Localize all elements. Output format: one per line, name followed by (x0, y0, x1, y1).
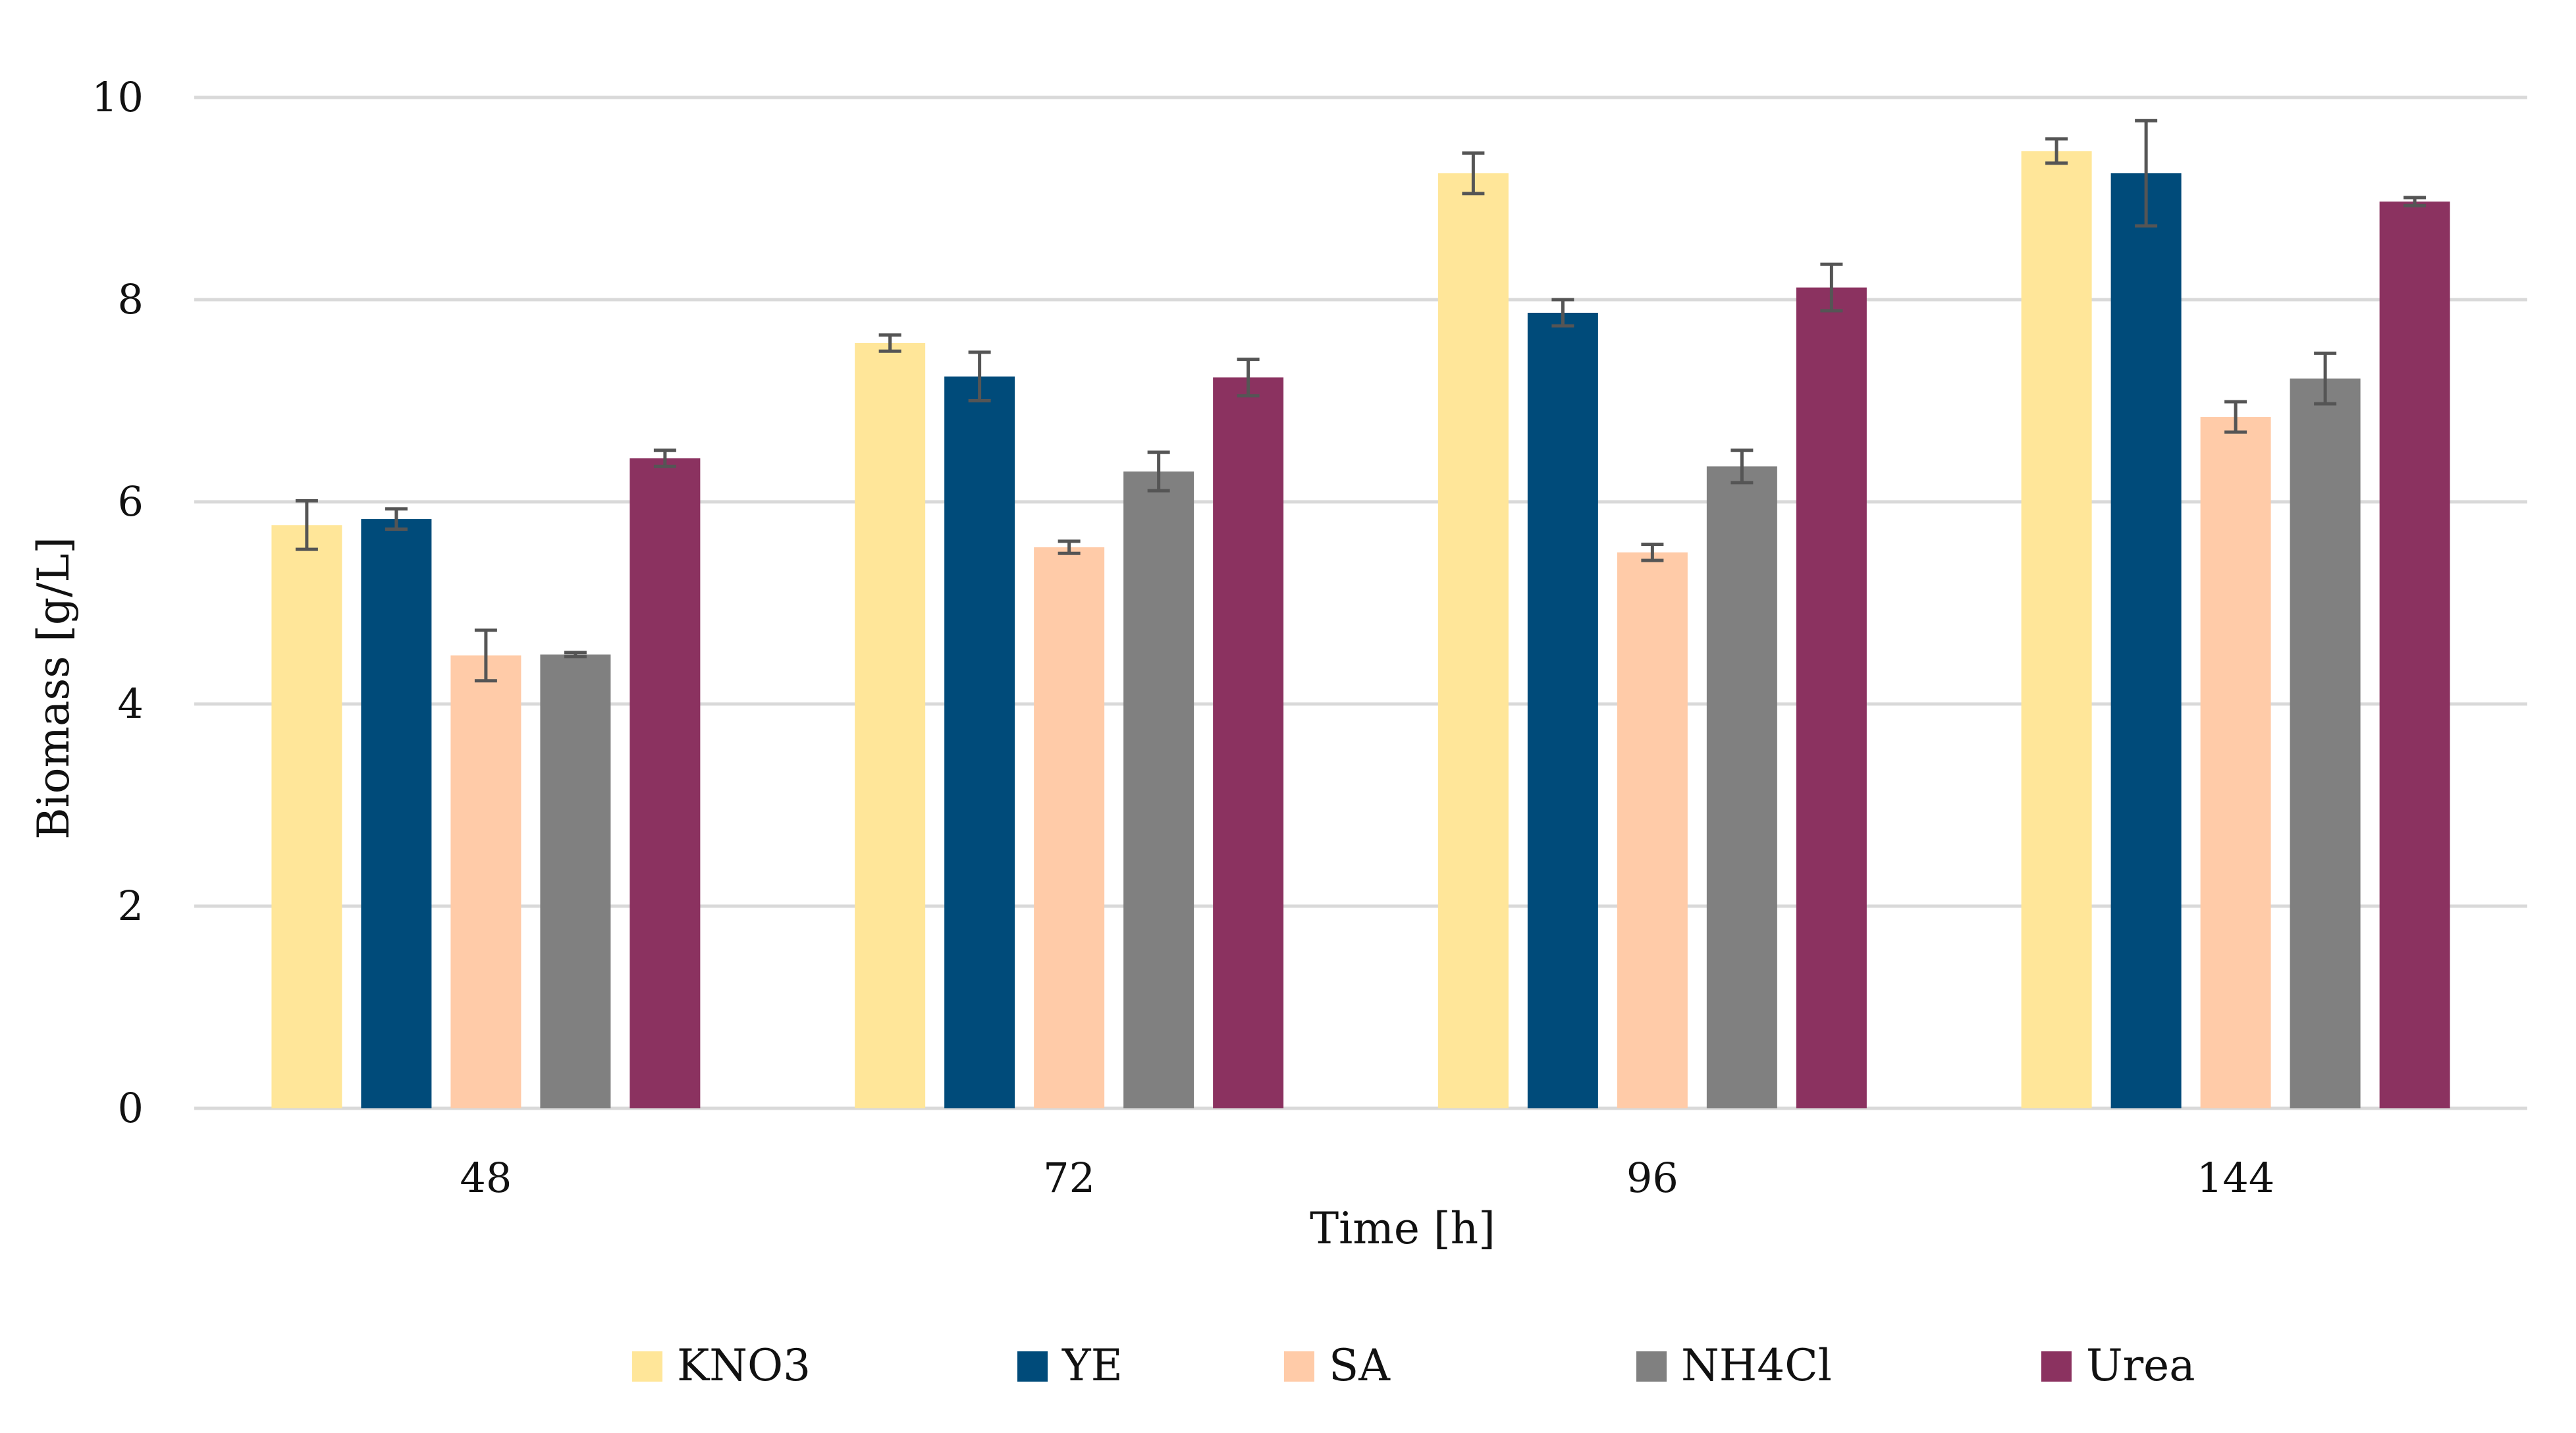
legend: KNO3 YE SA NH4Cl Urea (632, 1340, 2195, 1391)
legend-item-kno3: KNO3 (632, 1340, 811, 1391)
bar-kno3-144 (2021, 151, 2092, 1109)
legend-label: Urea (2086, 1340, 2195, 1391)
x-tick-labels: 48 72 96 144 (460, 1154, 2274, 1202)
y-tick-label: 2 (118, 882, 144, 930)
error-bar-urea-72 (1237, 358, 1260, 398)
legend-swatch (632, 1351, 662, 1382)
bars (271, 151, 2450, 1109)
x-axis-title: Time [h] (1310, 1203, 1495, 1254)
bar-urea-144 (2379, 202, 2450, 1109)
legend-swatch (2041, 1351, 2072, 1382)
legend-item-nh4cl: NH4Cl (1636, 1340, 1832, 1391)
legend-item-ye: YE (1017, 1340, 1123, 1391)
bar-nh4cl-72 (1123, 471, 1194, 1108)
y-tick-label: 4 (118, 680, 144, 728)
error-bar-kno3-96 (1462, 151, 1485, 196)
bar-sa-72 (1034, 547, 1105, 1108)
bar-nh4cl-48 (540, 654, 611, 1108)
error-bar-kno3-48 (295, 499, 318, 551)
bar-nh4cl-144 (2290, 378, 2361, 1108)
legend-swatch (1284, 1351, 1314, 1382)
error-bar-sa-96 (1641, 542, 1664, 562)
error-bar-urea-144 (2403, 196, 2427, 207)
x-tick-label: 96 (1626, 1154, 1678, 1202)
error-bar-ye-72 (968, 350, 991, 402)
y-tick-label: 10 (92, 73, 144, 121)
bar-sa-96 (1617, 552, 1688, 1108)
bar-ye-72 (944, 376, 1015, 1109)
bar-kno3-96 (1437, 173, 1509, 1108)
y-tick-label: 0 (118, 1084, 144, 1132)
bar-kno3-72 (855, 343, 926, 1108)
bar-urea-96 (1796, 287, 1867, 1109)
y-tick-label: 6 (118, 477, 144, 526)
bar-urea-72 (1213, 377, 1284, 1108)
y-axis-title: Biomass [g/L] (28, 537, 79, 840)
error-bar-ye-144 (2135, 119, 2158, 228)
error-bars (295, 119, 2427, 683)
error-bar-sa-48 (474, 628, 497, 683)
error-bar-ye-96 (1551, 298, 1574, 328)
error-bar-nh4cl-48 (564, 651, 587, 659)
x-tick-label: 48 (460, 1154, 512, 1202)
error-bar-nh4cl-144 (2314, 351, 2337, 406)
error-bar-nh4cl-72 (1147, 450, 1170, 493)
error-bar-sa-144 (2224, 400, 2247, 434)
bar-nh4cl-96 (1706, 466, 1777, 1108)
error-bar-sa-72 (1058, 539, 1081, 555)
legend-swatch (1017, 1351, 1048, 1382)
legend-swatch (1636, 1351, 1667, 1382)
error-bar-nh4cl-96 (1731, 448, 1754, 485)
legend-item-urea: Urea (2041, 1340, 2195, 1391)
bar-sa-48 (450, 655, 522, 1108)
legend-label: KNO3 (677, 1340, 811, 1391)
bar-sa-144 (2200, 417, 2271, 1108)
y-tick-label: 8 (118, 275, 144, 323)
error-bar-kno3-72 (878, 333, 901, 353)
legend-label: SA (1329, 1340, 1391, 1391)
error-bar-urea-48 (653, 448, 676, 468)
legend-label: YE (1061, 1340, 1123, 1391)
bar-kno3-48 (271, 525, 342, 1108)
error-bar-ye-48 (385, 507, 408, 531)
bar-ye-96 (1527, 312, 1598, 1109)
x-tick-label: 144 (2197, 1154, 2274, 1202)
legend-item-sa: SA (1284, 1340, 1391, 1391)
bar-ye-48 (361, 519, 432, 1108)
legend-label: NH4Cl (1681, 1340, 1832, 1391)
bar-ye-144 (2110, 173, 2182, 1108)
bar-urea-48 (630, 458, 701, 1108)
y-tick-labels: 0 2 4 6 8 10 (92, 73, 144, 1132)
error-bar-urea-96 (1820, 262, 1843, 313)
error-bar-kno3-144 (2045, 137, 2068, 165)
x-tick-label: 72 (1043, 1154, 1095, 1202)
